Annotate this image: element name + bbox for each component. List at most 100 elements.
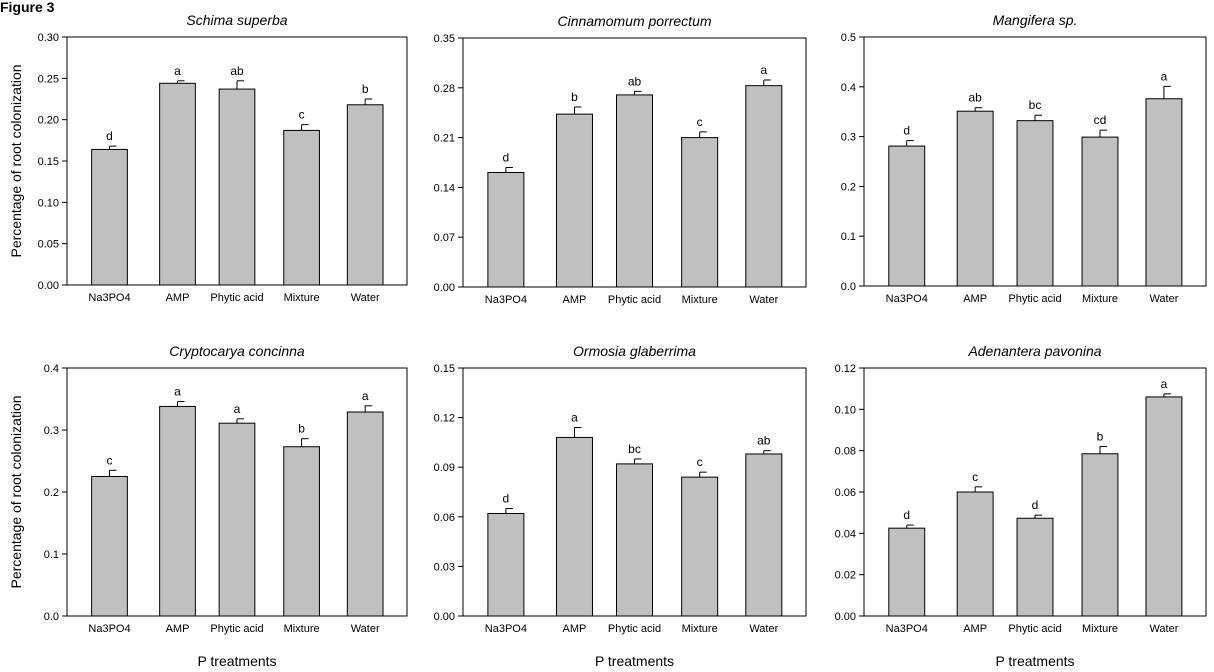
bar (888, 527, 926, 617)
category-label: Water (351, 623, 380, 635)
category-label: Phytic acid (608, 623, 661, 635)
significance-label: b (298, 422, 305, 436)
y-tick-label: 0.4 (841, 82, 856, 94)
plot-frame (863, 36, 1207, 287)
significance-label: a (174, 384, 181, 398)
significance-label: b (1097, 430, 1104, 444)
y-tick-label: 0.35 (434, 33, 455, 45)
y-tick-label: 0.15 (434, 363, 455, 375)
x-axis-title: P treatments (595, 653, 674, 669)
category-label: Na3PO4 (886, 293, 928, 305)
significance-label: a (362, 389, 369, 403)
y-tick-label: 0.1 (44, 549, 59, 561)
significance-label: d (903, 124, 910, 138)
y-tick-label: 0.20 (38, 115, 59, 127)
significance-label: a (1161, 377, 1168, 391)
category-label: Mixture (682, 623, 718, 635)
category-label: Water (749, 623, 778, 635)
y-tick-label: 0.2 (841, 181, 856, 193)
plot-frame (462, 367, 807, 617)
figure-label: Figure 3 (0, 0, 55, 15)
chart-panel: Adenantera pavonina 0.00 0.02 0.04 0.06 0.08 0… (835, 343, 1207, 669)
bar (91, 476, 128, 617)
significance-label: ab (757, 434, 771, 448)
significance-label: c (107, 453, 113, 467)
category-label: Phytic acid (210, 623, 263, 635)
bar (888, 145, 926, 287)
bar (1081, 453, 1119, 617)
x-axis-title: P treatments (995, 653, 1074, 669)
category-label: Mixture (1082, 293, 1118, 305)
y-tick-label: 0.2 (44, 487, 59, 499)
chart-panel: Schima superba 0.00 0.05 0.10 0.15 0.20 0.25 0.… (8, 12, 408, 304)
y-tick-label: 0.06 (835, 487, 856, 499)
significance-label: a (174, 64, 181, 78)
bar (159, 405, 196, 617)
significance-label: d (106, 129, 113, 143)
significance-label: b (571, 90, 578, 104)
panel-title: Mangifera sp. (993, 12, 1078, 28)
y-tick-label: 0.00 (434, 282, 455, 294)
significance-label: bc (1029, 98, 1042, 112)
bar (346, 411, 384, 617)
y-tick-label: 0.15 (38, 156, 59, 168)
y-tick-label: 0.12 (434, 413, 455, 425)
significance-label: a (571, 411, 578, 425)
significance-label: b (362, 82, 369, 96)
bar (487, 512, 525, 617)
y-tick-label: 0.25 (38, 73, 59, 85)
bar (1016, 120, 1054, 287)
panel-title: Schima superba (186, 12, 287, 28)
y-tick-label: 0.3 (44, 425, 59, 437)
y-tick-label: 0.03 (434, 561, 455, 573)
significance-label: a (1161, 69, 1168, 83)
bar (745, 85, 783, 288)
bar (681, 476, 719, 617)
bar (91, 148, 128, 286)
chart-panel: Mangifera sp.0.00.10.20.30.40.5dNa3PO4ab… (841, 12, 1207, 305)
bar (956, 110, 994, 287)
panel-title: Ormosia glaberrima (573, 343, 696, 359)
plot-frame (66, 367, 408, 617)
y-tick-label: 0.02 (835, 570, 856, 582)
bar (681, 137, 719, 288)
bar (283, 446, 320, 617)
y-tick-label: 0.07 (434, 232, 455, 244)
y-tick-label: 0.1 (841, 231, 856, 243)
y-tick-label: 0.12 (835, 363, 856, 375)
y-tick-label: 0.00 (835, 611, 856, 623)
category-label: Phytic acid (608, 294, 661, 306)
category-label: Water (351, 292, 380, 304)
significance-label: d (503, 492, 510, 506)
y-tick-label: 0.5 (841, 32, 856, 44)
bar (956, 491, 994, 617)
y-tick-label: 0.00 (434, 611, 455, 623)
plot-frame (462, 37, 807, 288)
bar (615, 463, 654, 617)
category-label: Water (1149, 293, 1178, 305)
panel-title: Adenantera pavonina (967, 343, 1101, 359)
significance-label: ab (628, 74, 642, 88)
y-tick-label: 0.28 (434, 83, 455, 95)
category-label: AMP (963, 623, 987, 635)
bar (159, 82, 196, 286)
category-label: Water (1149, 623, 1178, 635)
plot-frame (66, 36, 408, 286)
y-tick-label: 0.4 (44, 363, 59, 375)
bar (218, 88, 256, 286)
y-tick-label: 0.0 (841, 281, 856, 293)
category-label: AMP (166, 623, 190, 635)
significance-label: a (234, 402, 241, 416)
chart-panel: Ormosia glaberrima 0.00 0.03 0.06 0.09 0.12 0.… (434, 343, 807, 669)
significance-label: d (1032, 498, 1039, 512)
y-tick-label: 0.30 (38, 32, 59, 44)
bar (346, 104, 384, 286)
panel-title: Cinnamomum porrectum (557, 13, 711, 29)
category-label: Mixture (284, 623, 320, 635)
significance-label: cd (1094, 113, 1107, 127)
y-axis-title: Percentage of root colonization (8, 64, 24, 257)
plot-frame (863, 367, 1207, 617)
category-label: Water (749, 294, 778, 306)
y-axis-title: Percentage of root colonization (8, 395, 24, 588)
category-label: AMP (563, 294, 587, 306)
